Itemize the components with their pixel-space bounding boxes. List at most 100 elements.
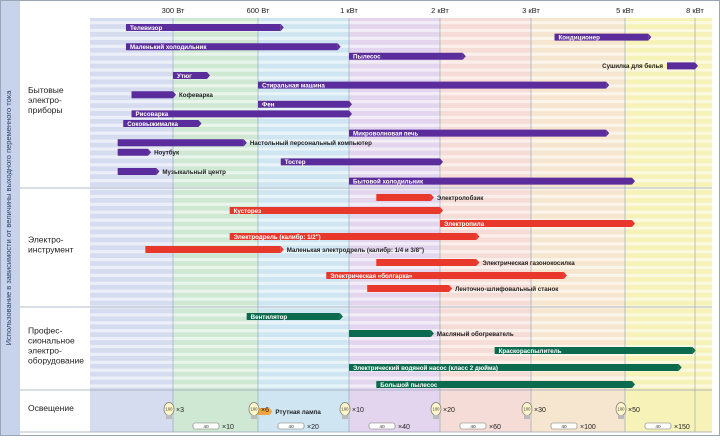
bar-label: Кондиционер [559, 34, 601, 41]
bar-professional [349, 364, 679, 371]
bar-label: Маленький холодильник [130, 44, 207, 51]
bar-household [554, 33, 649, 41]
bar-cap [692, 347, 696, 354]
bulb-watts-label: 100 [342, 407, 350, 412]
tube-watts-label: 40 [379, 424, 385, 430]
group-label-line: электро- [28, 95, 62, 105]
background-stripe [90, 344, 712, 349]
bar-label: Большой пылесос [380, 382, 438, 389]
bar-cap [280, 246, 284, 253]
bar-household [349, 129, 607, 137]
group-label-line: сиональное [28, 336, 75, 346]
bar-cap [440, 158, 443, 166]
background-stripe [90, 44, 712, 48]
bulb-base-icon [342, 415, 348, 419]
tube-lamp-icon [459, 422, 487, 430]
bar-label: Электрическая «болгарка» [330, 273, 413, 280]
bar-household [123, 120, 199, 127]
bar-tools [326, 272, 564, 279]
tube-multiplier: ×100 [580, 424, 596, 431]
bulb-base-icon [524, 415, 530, 419]
bar-household [131, 91, 173, 99]
x-tick-label: 1 кВт [340, 6, 358, 15]
group-label-line: Освещение [28, 403, 74, 413]
bar-household [125, 43, 338, 51]
bar-label: Масляный обогреватель [437, 331, 514, 338]
bar-label: Ленточно-шлифовальный станок [455, 286, 559, 293]
background-stripe [90, 376, 712, 380]
bar-label: Музыкальный центр [162, 169, 226, 176]
bar-label: Сушилка для белья [602, 63, 663, 70]
bulb-base-icon [166, 415, 172, 419]
group-label-household: Бытовые электро-приборы [28, 85, 64, 115]
tube-watts-label: 40 [288, 424, 294, 430]
bar-label: Электролобзик [437, 195, 484, 202]
bar-household [117, 139, 244, 147]
background-stripe [90, 321, 712, 325]
group-label-lighting: Освещение [28, 403, 74, 413]
background-stripe [90, 186, 712, 191]
bar-household [125, 24, 281, 31]
bulb-multiplier: ×6 [261, 407, 269, 414]
bar-household [349, 52, 463, 60]
bar-label: Микроволновая печь [353, 130, 419, 137]
bulb-watts-label: 100 [433, 407, 441, 412]
bulb-watts-label: 100 [524, 407, 532, 412]
tube-multiplier: ×10 [222, 424, 234, 431]
tube-lamp-icon [550, 422, 578, 430]
bar-label: Фен [262, 102, 275, 109]
bar-cap [695, 62, 698, 70]
bar-cap [430, 194, 434, 201]
bar-professional [349, 330, 431, 337]
bars: Телевизор Кондиционер Маленький холодильни… [117, 24, 698, 416]
x-tick-label: 3 кВт [522, 6, 540, 15]
bar-tools [229, 207, 440, 214]
tube-lamp-icon [277, 422, 305, 430]
background-stripe [90, 171, 712, 175]
background-stripe [90, 265, 712, 270]
background-stripe [90, 337, 712, 341]
background-stripe [90, 107, 712, 112]
bar-cap [648, 33, 652, 41]
bar-cap [632, 381, 635, 388]
tube-multiplier: ×60 [489, 424, 501, 431]
background-stripe [90, 218, 712, 222]
bar-household [117, 168, 157, 175]
bulb-watts-label: 100 [251, 407, 259, 412]
bar-cap [678, 364, 682, 371]
tube-watts-label: 40 [655, 424, 661, 430]
bar-professional [376, 381, 632, 388]
bulb-multiplier: ×30 [534, 407, 546, 414]
group-label-line: Бытовые [28, 85, 64, 95]
bulb-base-icon [251, 415, 257, 419]
tube-watts-label: 40 [561, 424, 567, 430]
group-label-line: электро- [28, 346, 62, 356]
bulb-base-icon [618, 415, 624, 419]
bar-label: Тостер [285, 159, 306, 166]
x-tick-label: 600 Вт [247, 6, 270, 15]
bar-cap [207, 72, 210, 79]
background-stripe [90, 139, 712, 143]
bar-lighting [258, 408, 270, 415]
side-title: Использование в зависимости от величины … [4, 90, 13, 346]
background-stripe [90, 155, 712, 159]
bar-cap [173, 91, 176, 99]
bar-tools [145, 246, 281, 253]
bulb-base-icon [433, 415, 439, 419]
bulb-multiplier: ×50 [628, 407, 640, 414]
background-stripe [90, 281, 712, 285]
bar-cap [349, 110, 352, 118]
bar-cap [476, 259, 480, 266]
x-tick-label: 2 кВт [431, 6, 449, 15]
tube-watts-label: 40 [470, 424, 476, 430]
background-stripe [90, 313, 712, 317]
background-stripe [90, 242, 712, 246]
bar-label: Настольный персональный компьютер [250, 140, 372, 147]
bar-tools [376, 259, 477, 266]
group-label-line: Профес- [28, 326, 63, 336]
tube-multiplier: ×40 [398, 424, 410, 431]
bar-cap [462, 52, 466, 60]
